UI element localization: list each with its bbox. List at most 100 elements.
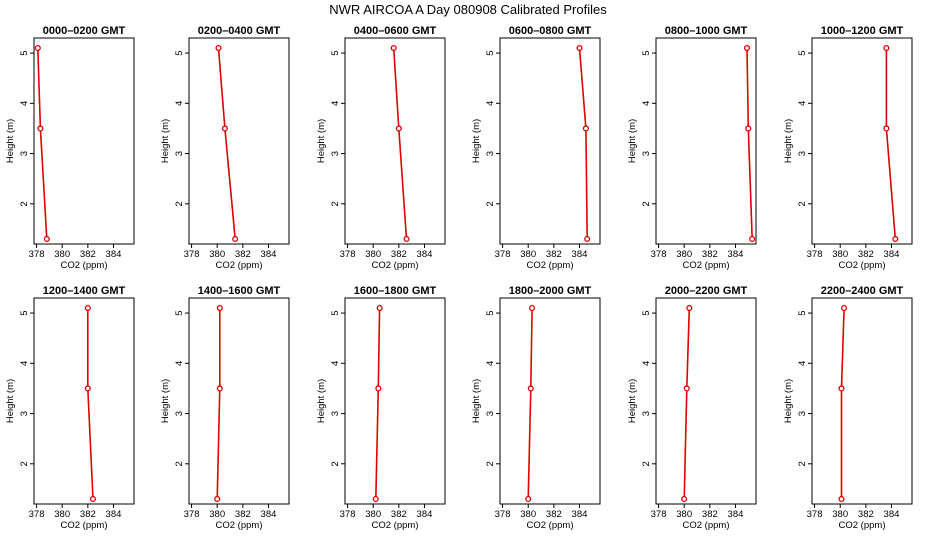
y-tick-label: 3	[797, 411, 808, 416]
x-tick-label: 380	[365, 249, 381, 260]
x-axis-label: CO2 (ppm)	[216, 520, 263, 531]
panel: 1800–2000 GMT 378 380 382 384 2 3 4 5 CO2 (ppm) He…	[471, 285, 601, 531]
panel-title: 1800–2000 GMT	[509, 285, 592, 297]
x-tick-label: 380	[832, 249, 848, 260]
y-tick-label: 2	[330, 201, 341, 206]
plot-frame	[655, 37, 757, 245]
x-axis-label: CO2 (ppm)	[216, 260, 263, 271]
plot-frame	[344, 297, 446, 505]
y-axis-label: Height (m)	[160, 119, 171, 163]
plot-frame	[499, 297, 601, 505]
x-tick-label: 378	[184, 509, 200, 520]
y-axis-label: Height (m)	[471, 119, 482, 163]
y-tick-label: 3	[797, 151, 808, 156]
y-tick-label: 3	[485, 151, 496, 156]
panel: 2000–2200 GMT 378 380 382 384 2 3 4 5 CO2 (ppm) He…	[627, 285, 757, 531]
panel-title: 0000–0200 GMT	[43, 25, 126, 37]
y-tick-label: 3	[174, 151, 185, 156]
y-tick-label: 4	[19, 361, 30, 366]
x-axis-label: CO2 (ppm)	[61, 520, 108, 531]
panel: 1600–1800 GMT 378 380 382 384 2 3 4 5 CO2 (ppm) He…	[316, 285, 446, 531]
panel-title: 0600–0800 GMT	[509, 25, 592, 37]
panel-title: 2000–2200 GMT	[665, 285, 748, 297]
x-axis-label: CO2 (ppm)	[683, 520, 730, 531]
y-tick-label: 5	[330, 310, 341, 315]
profile-line	[217, 47, 236, 240]
data-point	[892, 235, 899, 243]
y-tick-label: 2	[797, 201, 808, 206]
y-tick-label: 5	[174, 310, 185, 315]
y-tick-label: 4	[330, 361, 341, 366]
panel: 0800–1000 GMT 378 380 382 384 2 3 4 5 CO2 (ppm) He…	[627, 25, 757, 271]
panel-title: 1200–1400 GMT	[43, 285, 126, 297]
y-tick-label: 2	[174, 461, 185, 466]
data-point	[883, 44, 890, 52]
y-axis-label: Height (m)	[5, 379, 16, 423]
y-tick-label: 4	[641, 361, 652, 366]
data-point	[221, 125, 228, 132]
plot-frame	[188, 297, 290, 505]
panel-title: 0800–1000 GMT	[665, 25, 748, 37]
x-tick-label: 382	[702, 249, 718, 260]
y-axis-label: Height (m)	[316, 379, 327, 423]
x-tick-label: 384	[728, 509, 744, 520]
panel: 0000–0200 GMT 378 380 382 384 2 3 4 5 CO2 (ppm) He…	[5, 25, 135, 271]
x-axis-label: CO2 (ppm)	[839, 520, 886, 531]
y-axis-label: Height (m)	[783, 379, 794, 423]
data-point	[376, 304, 383, 312]
x-axis-label: CO2 (ppm)	[61, 260, 108, 271]
x-tick-label: 382	[546, 509, 562, 520]
panels: 0000–0200 GMT 378 380 382 384 2 3 4 5 CO2 (ppm) He…	[5, 25, 913, 531]
x-tick-label: 378	[807, 509, 823, 520]
data-point	[527, 385, 534, 392]
x-tick-label: 384	[261, 509, 277, 520]
x-tick-label: 382	[80, 509, 96, 520]
data-point	[84, 304, 91, 312]
profile-line	[375, 307, 381, 500]
y-axis-label: Height (m)	[5, 119, 16, 163]
panel: 0400–0600 GMT 378 380 382 384 2 3 4 5 CO2 (ppm) He…	[316, 25, 446, 271]
y-tick-label: 3	[174, 411, 185, 416]
y-tick-label: 5	[19, 310, 30, 315]
y-tick-label: 2	[641, 201, 652, 206]
x-tick-label: 384	[572, 249, 588, 260]
x-tick-label: 380	[209, 249, 225, 260]
y-tick-label: 4	[485, 101, 496, 106]
x-tick-label: 378	[29, 509, 45, 520]
plot-frame	[33, 297, 135, 505]
x-tick-label: 380	[209, 509, 225, 520]
x-tick-label: 382	[80, 249, 96, 260]
y-tick-label: 2	[641, 461, 652, 466]
x-tick-label: 378	[807, 249, 823, 260]
data-point	[375, 385, 382, 392]
data-point	[838, 495, 845, 503]
y-tick-label: 3	[330, 151, 341, 156]
x-axis-label: CO2 (ppm)	[372, 260, 419, 271]
x-tick-label: 384	[884, 249, 900, 260]
panel-title: 1400–1600 GMT	[198, 285, 281, 297]
y-axis-label: Height (m)	[627, 379, 638, 423]
y-tick-label: 4	[174, 361, 185, 366]
x-tick-label: 384	[106, 509, 122, 520]
data-point	[34, 44, 41, 52]
y-tick-label: 5	[19, 50, 30, 55]
x-axis-label: CO2 (ppm)	[683, 260, 730, 271]
x-tick-label: 382	[391, 249, 407, 260]
x-tick-label: 380	[676, 509, 692, 520]
data-point	[745, 125, 752, 132]
x-tick-label: 380	[54, 249, 70, 260]
y-tick-label: 4	[174, 101, 185, 106]
x-tick-label: 384	[106, 249, 122, 260]
profile-line	[87, 308, 94, 500]
profile-line	[37, 47, 48, 240]
x-tick-label: 382	[858, 249, 874, 260]
panel-title: 1000–1200 GMT	[821, 25, 904, 37]
x-tick-label: 382	[235, 509, 251, 520]
profile-line	[885, 48, 897, 240]
y-tick-label: 2	[485, 461, 496, 466]
y-tick-label: 2	[330, 461, 341, 466]
x-tick-label: 384	[417, 249, 433, 260]
y-tick-label: 2	[174, 201, 185, 206]
x-tick-label: 378	[495, 509, 511, 520]
profile-line	[392, 47, 408, 240]
